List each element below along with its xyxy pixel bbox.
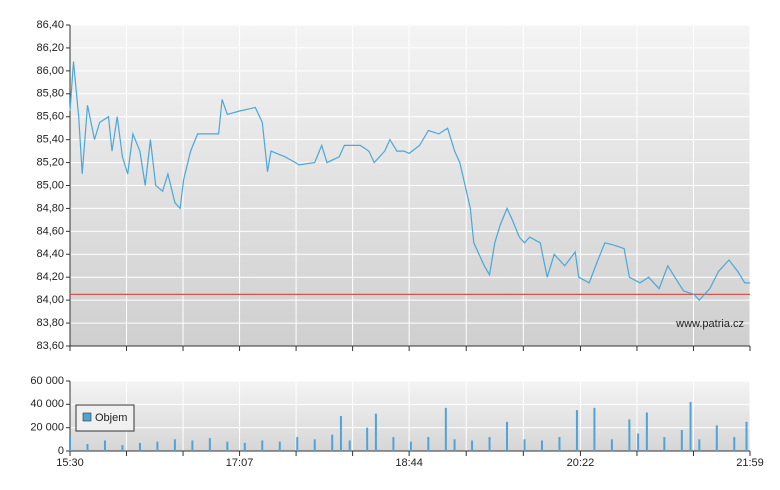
volume-bar: [733, 437, 736, 451]
volume-bar: [558, 437, 561, 451]
y-tick-label: 85,20: [36, 156, 64, 168]
y-tick-label: 85,40: [36, 134, 64, 146]
y-tick-label: 84,40: [36, 248, 64, 260]
volume-bar: [348, 440, 351, 451]
volume-bar: [156, 441, 159, 451]
price-line: [69, 61, 750, 301]
volume-bar: [645, 412, 648, 451]
x-tick-label: 17:07: [226, 457, 254, 469]
y-tick-label: 86,40: [36, 19, 64, 31]
y-tick-label: 85,80: [36, 88, 64, 100]
volume-bar: [409, 441, 412, 451]
volume-bar: [628, 419, 631, 451]
y-tick-label: 0: [58, 445, 64, 457]
volume-bar: [138, 442, 141, 451]
volume-bar: [745, 421, 748, 451]
volume-bar: [392, 437, 395, 451]
volume-bar: [680, 430, 683, 451]
volume-bar: [69, 437, 71, 451]
y-tick-label: 86,20: [36, 42, 64, 54]
volume-bar: [313, 439, 316, 451]
plot-area: [70, 381, 750, 451]
y-tick-label: 85,00: [36, 179, 64, 191]
y-tick-label: 85,60: [36, 111, 64, 123]
volume-bar: [698, 439, 701, 451]
volume-bar: [226, 441, 229, 451]
volume-bar: [715, 425, 718, 451]
volume-bar: [173, 439, 176, 451]
volume-bar: [427, 437, 430, 451]
y-tick-label: 84,60: [36, 225, 64, 237]
volume-bar: [103, 440, 106, 451]
volume-bar: [593, 407, 596, 451]
volume-bar: [121, 445, 124, 451]
x-tick-label: 20:22: [567, 457, 595, 469]
volume-bar: [506, 421, 509, 451]
volume-bar: [610, 439, 613, 451]
y-tick-label: 86,00: [36, 65, 64, 77]
volume-bar: [366, 427, 369, 451]
x-tick-label: 18:44: [395, 457, 423, 469]
volume-bar: [471, 440, 474, 451]
volume-bar: [243, 442, 246, 451]
legend-swatch: [82, 412, 92, 422]
y-tick-label: 84,00: [36, 294, 64, 306]
y-tick-label: 60 000: [30, 375, 64, 387]
legend-label: Objem: [95, 412, 127, 424]
volume-bar: [208, 438, 211, 451]
volume-bar: [86, 444, 89, 451]
volume-bar: [663, 437, 666, 451]
y-tick-label: 84,20: [36, 271, 64, 283]
volume-bar: [540, 440, 543, 451]
volume-bar: [523, 439, 526, 451]
volume-bar: [339, 416, 342, 451]
volume-bar: [261, 440, 264, 451]
volume-bar: [453, 439, 456, 451]
y-tick-label: 40 000: [30, 398, 64, 410]
watermark: www.patria.cz: [675, 318, 744, 330]
volume-bar: [637, 433, 640, 451]
y-tick-label: 83,80: [36, 317, 64, 329]
volume-bar: [191, 440, 194, 451]
volume-bar: [331, 434, 334, 451]
y-tick-label: 83,60: [36, 340, 64, 352]
volume-bar: [278, 441, 281, 451]
volume-bar: [444, 407, 447, 451]
volume-bar: [374, 413, 377, 451]
volume-bar: [689, 402, 692, 451]
volume-bar: [575, 410, 578, 451]
volume-bar: [488, 437, 491, 451]
y-tick-label: 84,80: [36, 202, 64, 214]
volume-bar: [296, 437, 299, 451]
y-tick-label: 20 000: [30, 422, 64, 434]
x-tick-label: 15:30: [56, 457, 84, 469]
x-tick-label: 21:59: [736, 457, 764, 469]
